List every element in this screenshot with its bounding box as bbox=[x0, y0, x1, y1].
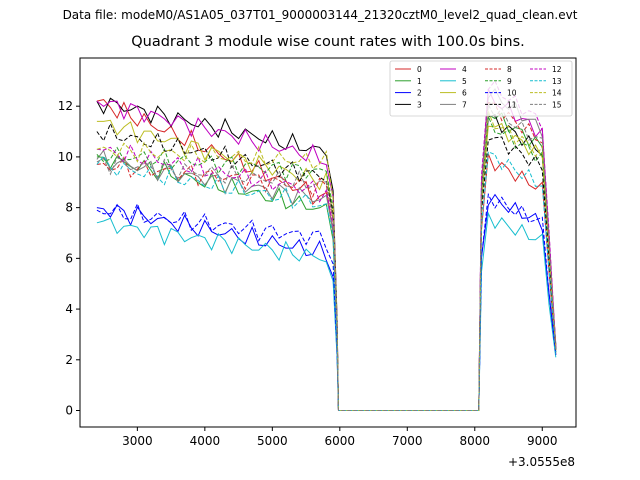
series-line-14 bbox=[96, 111, 557, 411]
x-tick-label: 4000 bbox=[190, 434, 221, 448]
legend-label-11: 11 bbox=[507, 100, 517, 109]
legend-label-1: 1 bbox=[417, 77, 422, 86]
y-tick-label: 6 bbox=[65, 251, 73, 265]
chart-title: Quadrant 3 module wise count rates with … bbox=[131, 34, 525, 50]
series-line-9 bbox=[96, 116, 557, 411]
y-tick-label: 12 bbox=[58, 99, 73, 113]
series-line-13 bbox=[96, 151, 557, 411]
y-tick-label: 10 bbox=[58, 150, 73, 164]
x-tick-label: 3000 bbox=[122, 434, 153, 448]
series-line-5 bbox=[96, 211, 557, 411]
legend-label-3: 3 bbox=[417, 100, 422, 109]
y-tick-label: 8 bbox=[65, 201, 73, 215]
plot-frame bbox=[79, 57, 577, 428]
x-tick-label: 8000 bbox=[460, 434, 491, 448]
legend-label-14: 14 bbox=[552, 89, 562, 98]
y-tick-label: 2 bbox=[65, 353, 73, 367]
x-tick-label: 6000 bbox=[325, 434, 356, 448]
legend-frame bbox=[389, 60, 573, 117]
series-line-0 bbox=[96, 99, 557, 411]
legend-label-15: 15 bbox=[552, 100, 562, 109]
x-tick-label: 7000 bbox=[392, 434, 423, 448]
series-line-11 bbox=[96, 122, 557, 411]
legend-label-12: 12 bbox=[552, 65, 562, 74]
legend-label-6: 6 bbox=[462, 89, 467, 98]
legend-label-7: 7 bbox=[462, 100, 467, 109]
y-tick-label: 0 bbox=[65, 404, 73, 418]
y-tick-label: 4 bbox=[65, 302, 73, 316]
legend-label-5: 5 bbox=[462, 77, 467, 86]
series-line-10 bbox=[96, 192, 557, 411]
series-line-6 bbox=[96, 119, 557, 411]
legend-label-8: 8 bbox=[507, 65, 512, 74]
series-line-3 bbox=[96, 97, 557, 411]
legend-label-9: 9 bbox=[507, 77, 512, 86]
suptitle: Data file: modeM0/AS1A05_037T01_90000031… bbox=[62, 8, 578, 22]
legend-label-13: 13 bbox=[552, 77, 562, 86]
plot-background bbox=[80, 58, 576, 427]
x-tick-label: 9000 bbox=[527, 434, 558, 448]
legend-label-10: 10 bbox=[507, 89, 517, 98]
x-tick-label: 5000 bbox=[257, 434, 288, 448]
legend-label-0: 0 bbox=[417, 65, 422, 74]
legend-label-4: 4 bbox=[462, 65, 467, 74]
legend-label-2: 2 bbox=[417, 89, 422, 98]
x-offset-label: +3.0555e8 bbox=[508, 455, 575, 469]
